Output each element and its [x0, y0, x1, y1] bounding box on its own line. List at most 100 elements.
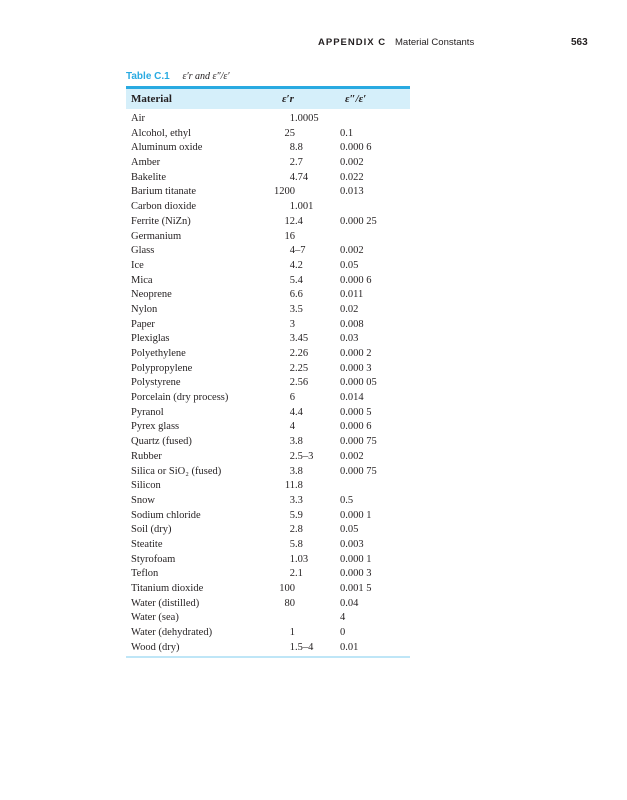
material-name: Sodium chloride [131, 509, 201, 521]
table-row: Quartz (fused) 3.8 0.000 75 [126, 435, 410, 450]
loss-tangent: 0.05 [340, 259, 359, 271]
table-header: Material ε′r ε″/ε′ [126, 86, 410, 109]
loss-tangent: 0.01 [340, 641, 359, 653]
table-row: Water (distilled) 80 0.04 [126, 597, 410, 612]
relative-permittivity: 100 [279, 583, 295, 594]
loss-tangent: 0.000 6 [340, 142, 372, 154]
loss-tangent: 0.001 5 [340, 583, 372, 594]
material-name: Neoprene [131, 289, 172, 301]
running-head: APPENDIX C Material Constants 563 [0, 37, 627, 51]
material-name: Ice [131, 259, 144, 271]
relative-permittivity: 6 [289, 392, 295, 404]
table-row: Pyrex glass 4 0.000 6 [126, 420, 410, 435]
loss-tangent: 0.000 1 [340, 553, 372, 565]
table-row: Germanium 16 [126, 230, 410, 245]
loss-tangent: 0.000 75 [340, 436, 377, 448]
material-constants-table: Material ε′r ε″/ε′ Air 1.0005 Alcohol, eth… [126, 86, 410, 659]
relative-permittivity: 3 [289, 318, 295, 330]
material-name: Pyranol [131, 406, 164, 418]
material-name: Air [131, 113, 145, 124]
table-row: Rubber 2.5–3 0.002 [126, 450, 410, 465]
relative-permittivity: 2.5–3 [289, 450, 314, 462]
page-number: 563 [571, 37, 588, 48]
table-row: Soil (dry) 2.8 0.05 [126, 523, 410, 538]
table-row: Glass 4–7 0.002 [126, 244, 410, 259]
relative-permittivity: 3.8 [289, 436, 303, 448]
material-name: Aluminum oxide [131, 142, 203, 154]
relative-permittivity: 1.001 [289, 201, 314, 213]
material-name: Polystyrene [131, 377, 181, 389]
material-name: Amber [131, 157, 161, 169]
material-name: Soil (dry) [131, 524, 172, 536]
material-name: Water (distilled) [131, 597, 200, 609]
relative-permittivity: 2.7 [289, 157, 303, 169]
table-row: Wood (dry) 1.5–4 0.01 [126, 641, 410, 656]
relative-permittivity: 11.8 [284, 480, 303, 492]
table-row: Alcohol, ethyl 25 0.1 [126, 127, 410, 142]
relative-permittivity: 3.8 [289, 465, 303, 477]
loss-tangent: 0.04 [340, 597, 359, 609]
table-row: Steatite 5.8 0.003 [126, 538, 410, 553]
loss-tangent: 0.5 [340, 494, 354, 506]
material-name: Styrofoam [131, 553, 176, 565]
relative-permittivity: 4.74 [289, 171, 309, 183]
table-row: Neoprene 6.6 0.011 [126, 288, 410, 303]
appendix-label: APPENDIX C [318, 37, 387, 48]
table-row: Nylon 3.5 0.02 [126, 303, 410, 318]
relative-permittivity: 2.8 [289, 524, 303, 536]
table-row: Snow 3.3 0.5 [126, 494, 410, 509]
loss-tangent: 0.000 2 [340, 348, 372, 359]
relative-permittivity: 5.8 [289, 538, 303, 550]
table-caption: Table C.1 ε′r and ε″/ε′ [126, 71, 230, 82]
table-label: Table C.1 [126, 71, 170, 82]
table-row: Air 1.0005 [126, 112, 410, 127]
material-name: Teflon [131, 568, 159, 580]
table-row: Silicon 11.8 [126, 479, 410, 494]
loss-tangent: 0.000 25 [340, 215, 377, 227]
relative-permittivity: 4.4 [289, 406, 303, 418]
material-name: Rubber [131, 450, 162, 462]
relative-permittivity: 25 [284, 127, 296, 139]
appendix-title: Material Constants [395, 37, 475, 48]
relative-permittivity: 2.25 [289, 362, 309, 374]
relative-permittivity: 1.5–4 [289, 641, 314, 653]
relative-permittivity: 1200 [274, 186, 295, 198]
relative-permittivity: 3.45 [289, 333, 309, 345]
loss-tangent: 4 [340, 612, 346, 624]
loss-tangent: 0.022 [340, 171, 364, 183]
material-name: Barium titanate [131, 186, 197, 198]
header-loss-tangent: ε″/ε′ [345, 93, 367, 105]
material-name: Plexiglas [131, 333, 170, 345]
table-title: ε′r and ε″/ε′ [182, 71, 230, 82]
relative-permittivity: 12.4 [284, 215, 303, 227]
table-row: Mica 5.4 0.000 6 [126, 274, 410, 289]
loss-tangent: 0.000 1 [340, 509, 372, 521]
material-name: Water (dehydrated) [131, 627, 213, 639]
table-row: Silica or SiO₂ (fused) 3.8 0.000 75 [126, 465, 410, 480]
table-row: Carbon dioxide 1.001 [126, 200, 410, 215]
material-name: Germanium [131, 230, 182, 242]
loss-tangent: 0.002 [340, 157, 364, 169]
relative-permittivity: 1 [289, 627, 295, 639]
relative-permittivity: 2.1 [289, 568, 303, 580]
relative-permittivity: 8.8 [289, 142, 303, 154]
relative-permittivity: 4 [289, 421, 295, 433]
table-row: Bakelite 4.74 0.022 [126, 171, 410, 186]
table-bottom-rule [126, 656, 410, 659]
material-name: Nylon [131, 303, 158, 315]
table-row: Paper 3 0.008 [126, 318, 410, 333]
relative-permittivity: 3.5 [289, 303, 303, 315]
loss-tangent: 0.1 [340, 127, 354, 139]
loss-tangent: 0.013 [340, 186, 364, 198]
relative-permittivity: 5.9 [289, 509, 303, 521]
material-name: Silica or SiO₂ (fused) [131, 465, 222, 477]
material-name: Paper [131, 318, 155, 330]
relative-permittivity: 80 [284, 597, 296, 609]
table-row: Titanium dioxide 100 0.001 5 [126, 582, 410, 597]
table-row: Water (dehydrated) 1 0 [126, 626, 410, 641]
material-name: Water (sea) [131, 612, 179, 624]
table-row: Amber 2.7 0.002 [126, 156, 410, 171]
material-name: Steatite [131, 538, 163, 550]
loss-tangent: 0.02 [340, 303, 359, 315]
relative-permittivity: 4.2 [289, 259, 303, 271]
